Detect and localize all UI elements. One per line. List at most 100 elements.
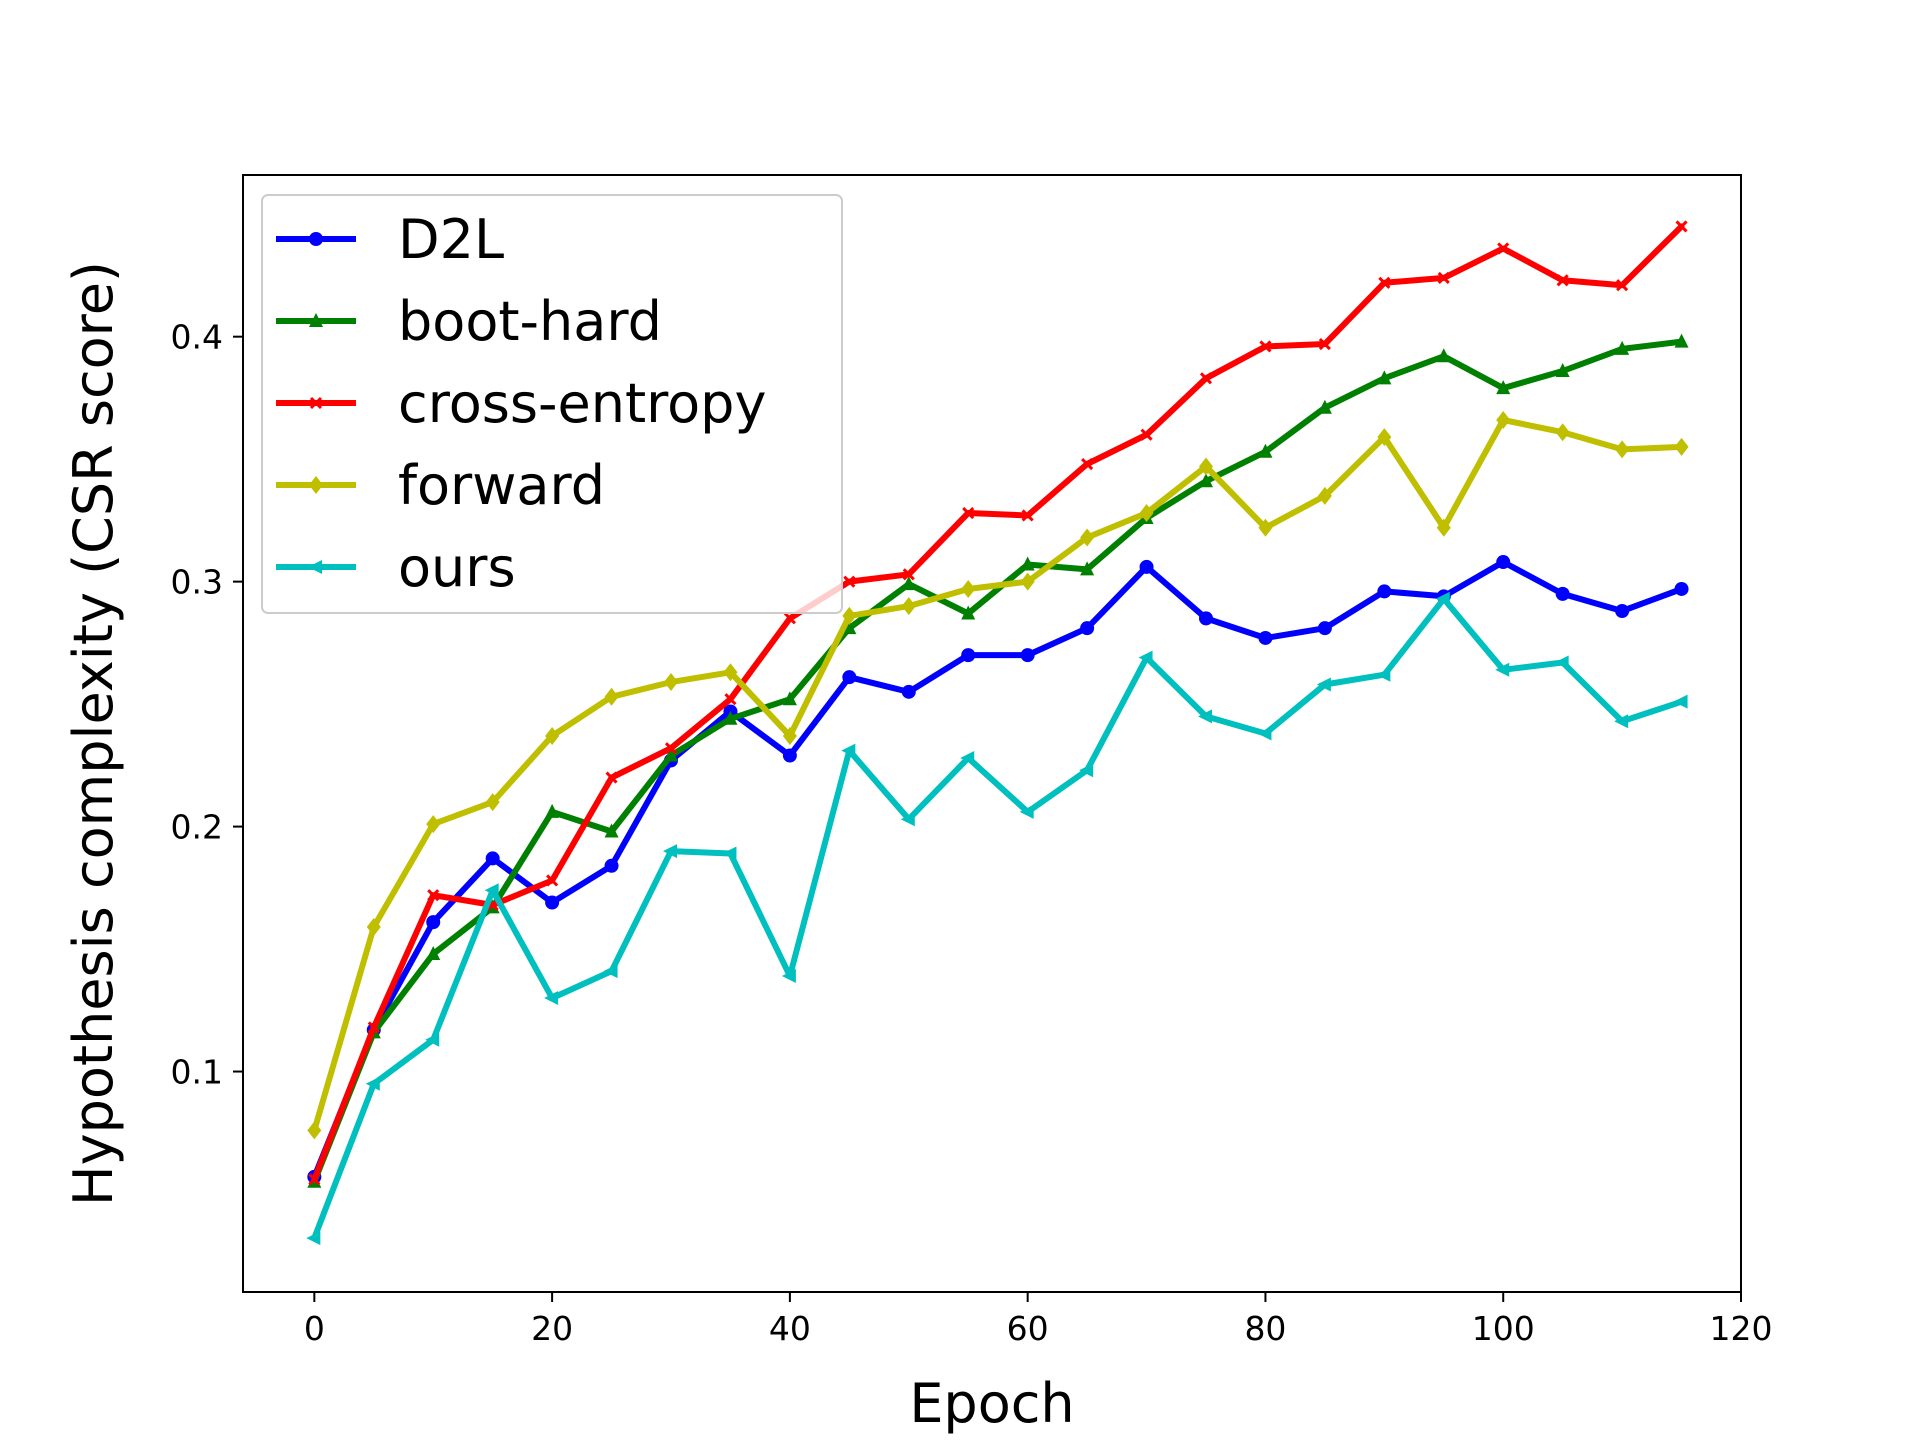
series-line-forward: [311, 417, 1685, 1134]
x-tick-label: 40: [769, 1309, 811, 1348]
series-line-cross-entropy: [311, 223, 1685, 1183]
data-point-ours: [1138, 650, 1153, 665]
data-point-forward: [426, 815, 441, 834]
data-point-ours: [900, 812, 915, 827]
data-point-D2L: [1199, 611, 1213, 626]
y-tick-label: 0.1: [171, 1053, 223, 1092]
data-point-ours: [1198, 709, 1212, 724]
data-point-ours: [960, 750, 975, 765]
data-point-forward: [1674, 437, 1689, 456]
y-tick-label: 0.2: [171, 808, 223, 847]
y-axis-ticks: 0.1 0.2 0.3 0.4: [171, 318, 243, 1092]
data-point-ours: [1495, 662, 1510, 677]
y-tick-label: 0.4: [171, 318, 223, 357]
data-point-ours: [1019, 804, 1034, 819]
data-point-D2L: [842, 670, 857, 685]
data-point-cross-entropy: [1259, 340, 1272, 353]
legend-entry-boot-hard: boot-hard: [276, 290, 662, 353]
data-point-cross-entropy: [1021, 509, 1034, 522]
legend-marker-cross-entropy: [309, 396, 323, 410]
data-point-ours: [1435, 591, 1450, 606]
data-point-cross-entropy: [605, 771, 618, 784]
data-point-forward: [1317, 486, 1332, 505]
data-point-cross-entropy: [308, 1173, 321, 1186]
data-point-D2L: [1496, 555, 1511, 570]
data-point-cross-entropy: [1318, 337, 1331, 351]
data-point-ours: [1554, 655, 1569, 670]
legend-label-ours: ours: [398, 536, 516, 599]
legend-box: [261, 194, 843, 614]
data-point-boot-hard: [545, 803, 560, 818]
data-point-ours: [781, 969, 796, 984]
data-point-boot-hard: [1377, 370, 1392, 385]
data-point-D2L: [1317, 621, 1332, 636]
data-point-forward: [842, 606, 857, 625]
data-point-boot-hard: [1555, 362, 1570, 377]
legend: D2L boot-hard cross-entropy forward ours: [261, 194, 843, 614]
data-point-forward: [366, 918, 381, 937]
x-tick-label: 120: [1710, 1309, 1773, 1348]
data-point-cross-entropy: [427, 889, 440, 902]
data-point-cross-entropy: [1140, 428, 1153, 441]
data-point-boot-hard: [842, 620, 857, 635]
data-point-D2L: [1080, 621, 1095, 636]
data-point-forward: [1555, 423, 1570, 442]
data-point-forward: [545, 726, 560, 745]
data-point-ours: [663, 844, 677, 859]
legend-entry-D2L: D2L: [276, 208, 504, 271]
plot-frame: [242, 174, 1742, 1293]
data-point-cross-entropy: [1556, 274, 1569, 287]
data-point-boot-hard: [1317, 399, 1332, 414]
legend-entry-forward: forward: [276, 454, 605, 517]
data-point-boot-hard: [1674, 333, 1689, 348]
data-point-forward: [1139, 504, 1154, 523]
data-point-cross-entropy: [724, 693, 737, 706]
data-point-forward: [1258, 518, 1273, 537]
series-layer: [306, 220, 1689, 1246]
x-axis-ticks: 0 20 40 60 80 100 120: [304, 1292, 1773, 1348]
data-point-forward: [1377, 428, 1392, 447]
data-point-ours: [1316, 677, 1331, 692]
legend-marker-forward: [309, 476, 323, 494]
data-point-D2L: [1377, 584, 1392, 599]
legend-label-boot-hard: boot-hard: [398, 290, 662, 353]
data-point-ours: [1257, 726, 1272, 741]
data-point-ours: [544, 991, 559, 1006]
data-point-cross-entropy: [367, 1021, 380, 1034]
data-point-ours: [484, 883, 499, 898]
data-point-boot-hard: [1199, 473, 1213, 488]
legend-entry-cross-entropy: cross-entropy: [276, 372, 766, 435]
data-point-forward: [961, 579, 976, 598]
data-point-cross-entropy: [664, 742, 678, 755]
data-point-cross-entropy: [546, 874, 559, 887]
data-point-forward: [723, 663, 738, 682]
data-point-D2L: [426, 915, 441, 930]
data-point-D2L: [1139, 559, 1154, 574]
data-point-cross-entropy: [1378, 276, 1391, 289]
data-point-forward: [485, 793, 500, 812]
data-point-ours: [722, 846, 737, 861]
x-tick-label: 0: [304, 1309, 325, 1348]
series-D2L: [307, 555, 1689, 1184]
data-point-forward: [307, 1121, 322, 1140]
data-point-cross-entropy: [962, 506, 975, 520]
data-point-forward: [1199, 457, 1213, 476]
series-cross-entropy: [308, 220, 1688, 1186]
data-point-forward: [901, 597, 916, 616]
data-point-boot-hard: [723, 710, 738, 725]
data-point-ours: [425, 1032, 440, 1047]
data-point-ours: [365, 1076, 380, 1091]
data-point-D2L: [604, 858, 619, 873]
y-axis-label: Hypothesis complexity (CSR score): [62, 261, 125, 1206]
data-point-ours: [1079, 763, 1094, 778]
data-point-forward: [1080, 528, 1095, 547]
data-point-D2L: [1674, 581, 1689, 596]
series-line-boot-hard: [311, 338, 1685, 1185]
data-point-cross-entropy: [1199, 372, 1213, 385]
data-point-boot-hard: [1436, 348, 1451, 363]
data-point-ours: [1673, 694, 1688, 709]
data-point-forward: [1496, 410, 1511, 429]
x-tick-label: 100: [1472, 1309, 1535, 1348]
data-point-boot-hard: [901, 576, 916, 591]
data-point-D2L: [1615, 604, 1630, 619]
